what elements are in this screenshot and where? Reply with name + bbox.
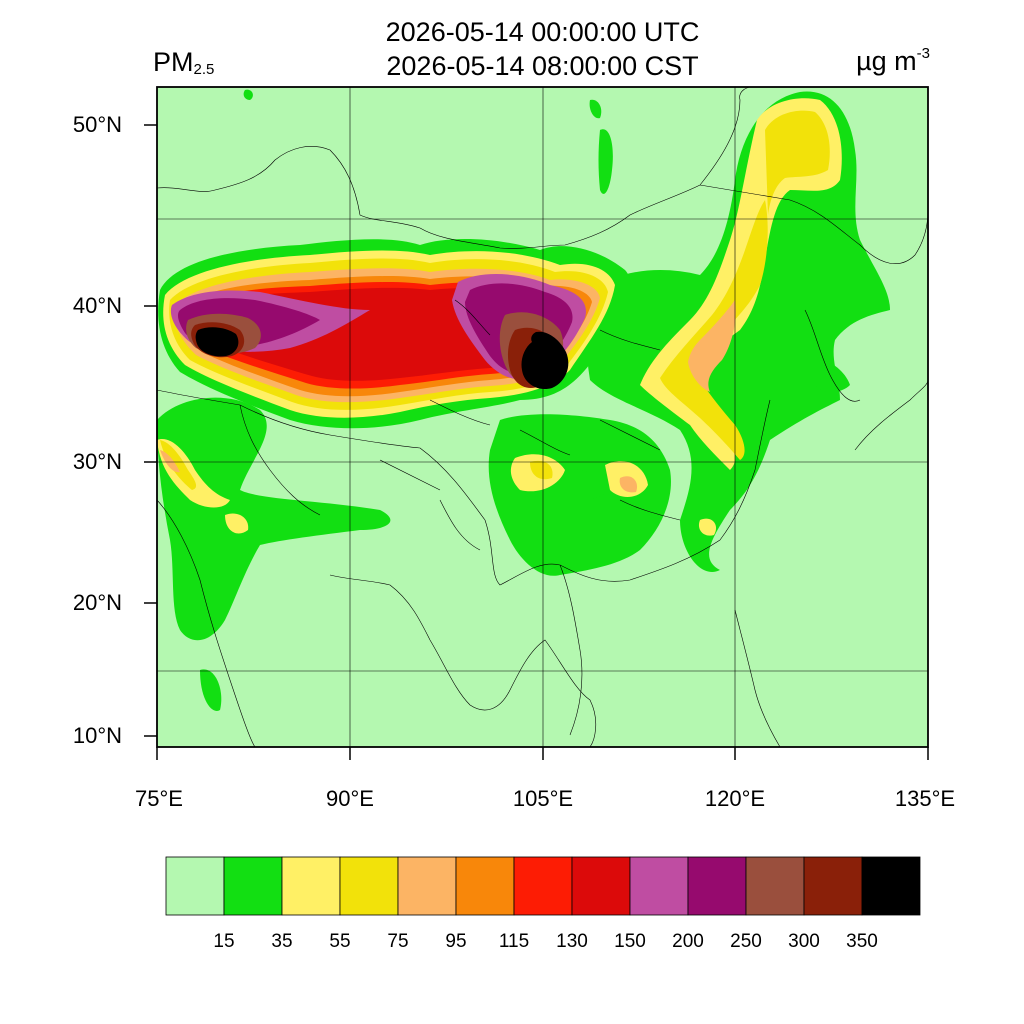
colorbar-box-1 (223, 856, 283, 916)
colorbar-box-7 (571, 856, 631, 916)
colorbar-box-10 (745, 856, 805, 916)
colorbar-box-12 (861, 856, 921, 916)
variable-label: PM2.5 (153, 47, 215, 78)
colorbar-box-5 (455, 856, 515, 916)
colorbar (165, 856, 921, 916)
colorbar-box-3 (339, 856, 399, 916)
unit-label: µg m-3 (856, 45, 930, 76)
axis-ticks (144, 124, 929, 760)
lat-label-50: 50°N (72, 112, 122, 137)
colorbar-label: 55 (329, 931, 351, 952)
colorbar-box-9 (687, 856, 747, 916)
lon-label-135: 135°E (894, 786, 956, 811)
colorbar-box-6 (513, 856, 573, 916)
colorbar-box-8 (629, 856, 689, 916)
colorbar-label: 130 (556, 931, 588, 952)
colorbar-label: 350 (846, 931, 878, 952)
lon-label-75: 75°E (135, 786, 183, 811)
colorbar-box-4 (397, 856, 457, 916)
lon-label-90: 90°E (326, 786, 374, 811)
lon-label-120: 120°E (704, 786, 766, 811)
boundary-lines (157, 87, 928, 747)
lat-label-10: 10°N (72, 723, 122, 748)
utc-time-title: 2026-05-14 00:00:00 UTC (385, 17, 700, 47)
colorbar-label: 95 (445, 931, 467, 952)
lat-label-30: 30°N (72, 449, 122, 474)
lon-label-105: 105°E (512, 786, 574, 811)
lat-label-20: 20°N (72, 590, 122, 615)
colorbar-label: 15 (213, 931, 235, 952)
level-350-plus-regions (195, 327, 569, 390)
colorbar-label: 75 (387, 931, 409, 952)
local-time-title: 2026-05-14 08:00:00 CST (386, 51, 699, 81)
taklimakan-plume (195, 327, 239, 357)
lat-label-40: 40°N (72, 293, 122, 318)
colorbar-box-0 (165, 856, 225, 916)
colorbar-label: 200 (672, 931, 704, 952)
colorbar-label: 300 (788, 931, 820, 952)
concentration-field (157, 87, 928, 747)
colorbar-box-2 (281, 856, 341, 916)
hetao-plume (521, 331, 569, 390)
colorbar-label: 250 (730, 931, 762, 952)
colorbar-label: 115 (498, 931, 530, 952)
gridlines (157, 87, 928, 747)
colorbar-label: 35 (271, 931, 293, 952)
colorbar-box-11 (803, 856, 863, 916)
colorbar-label: 150 (614, 931, 646, 952)
